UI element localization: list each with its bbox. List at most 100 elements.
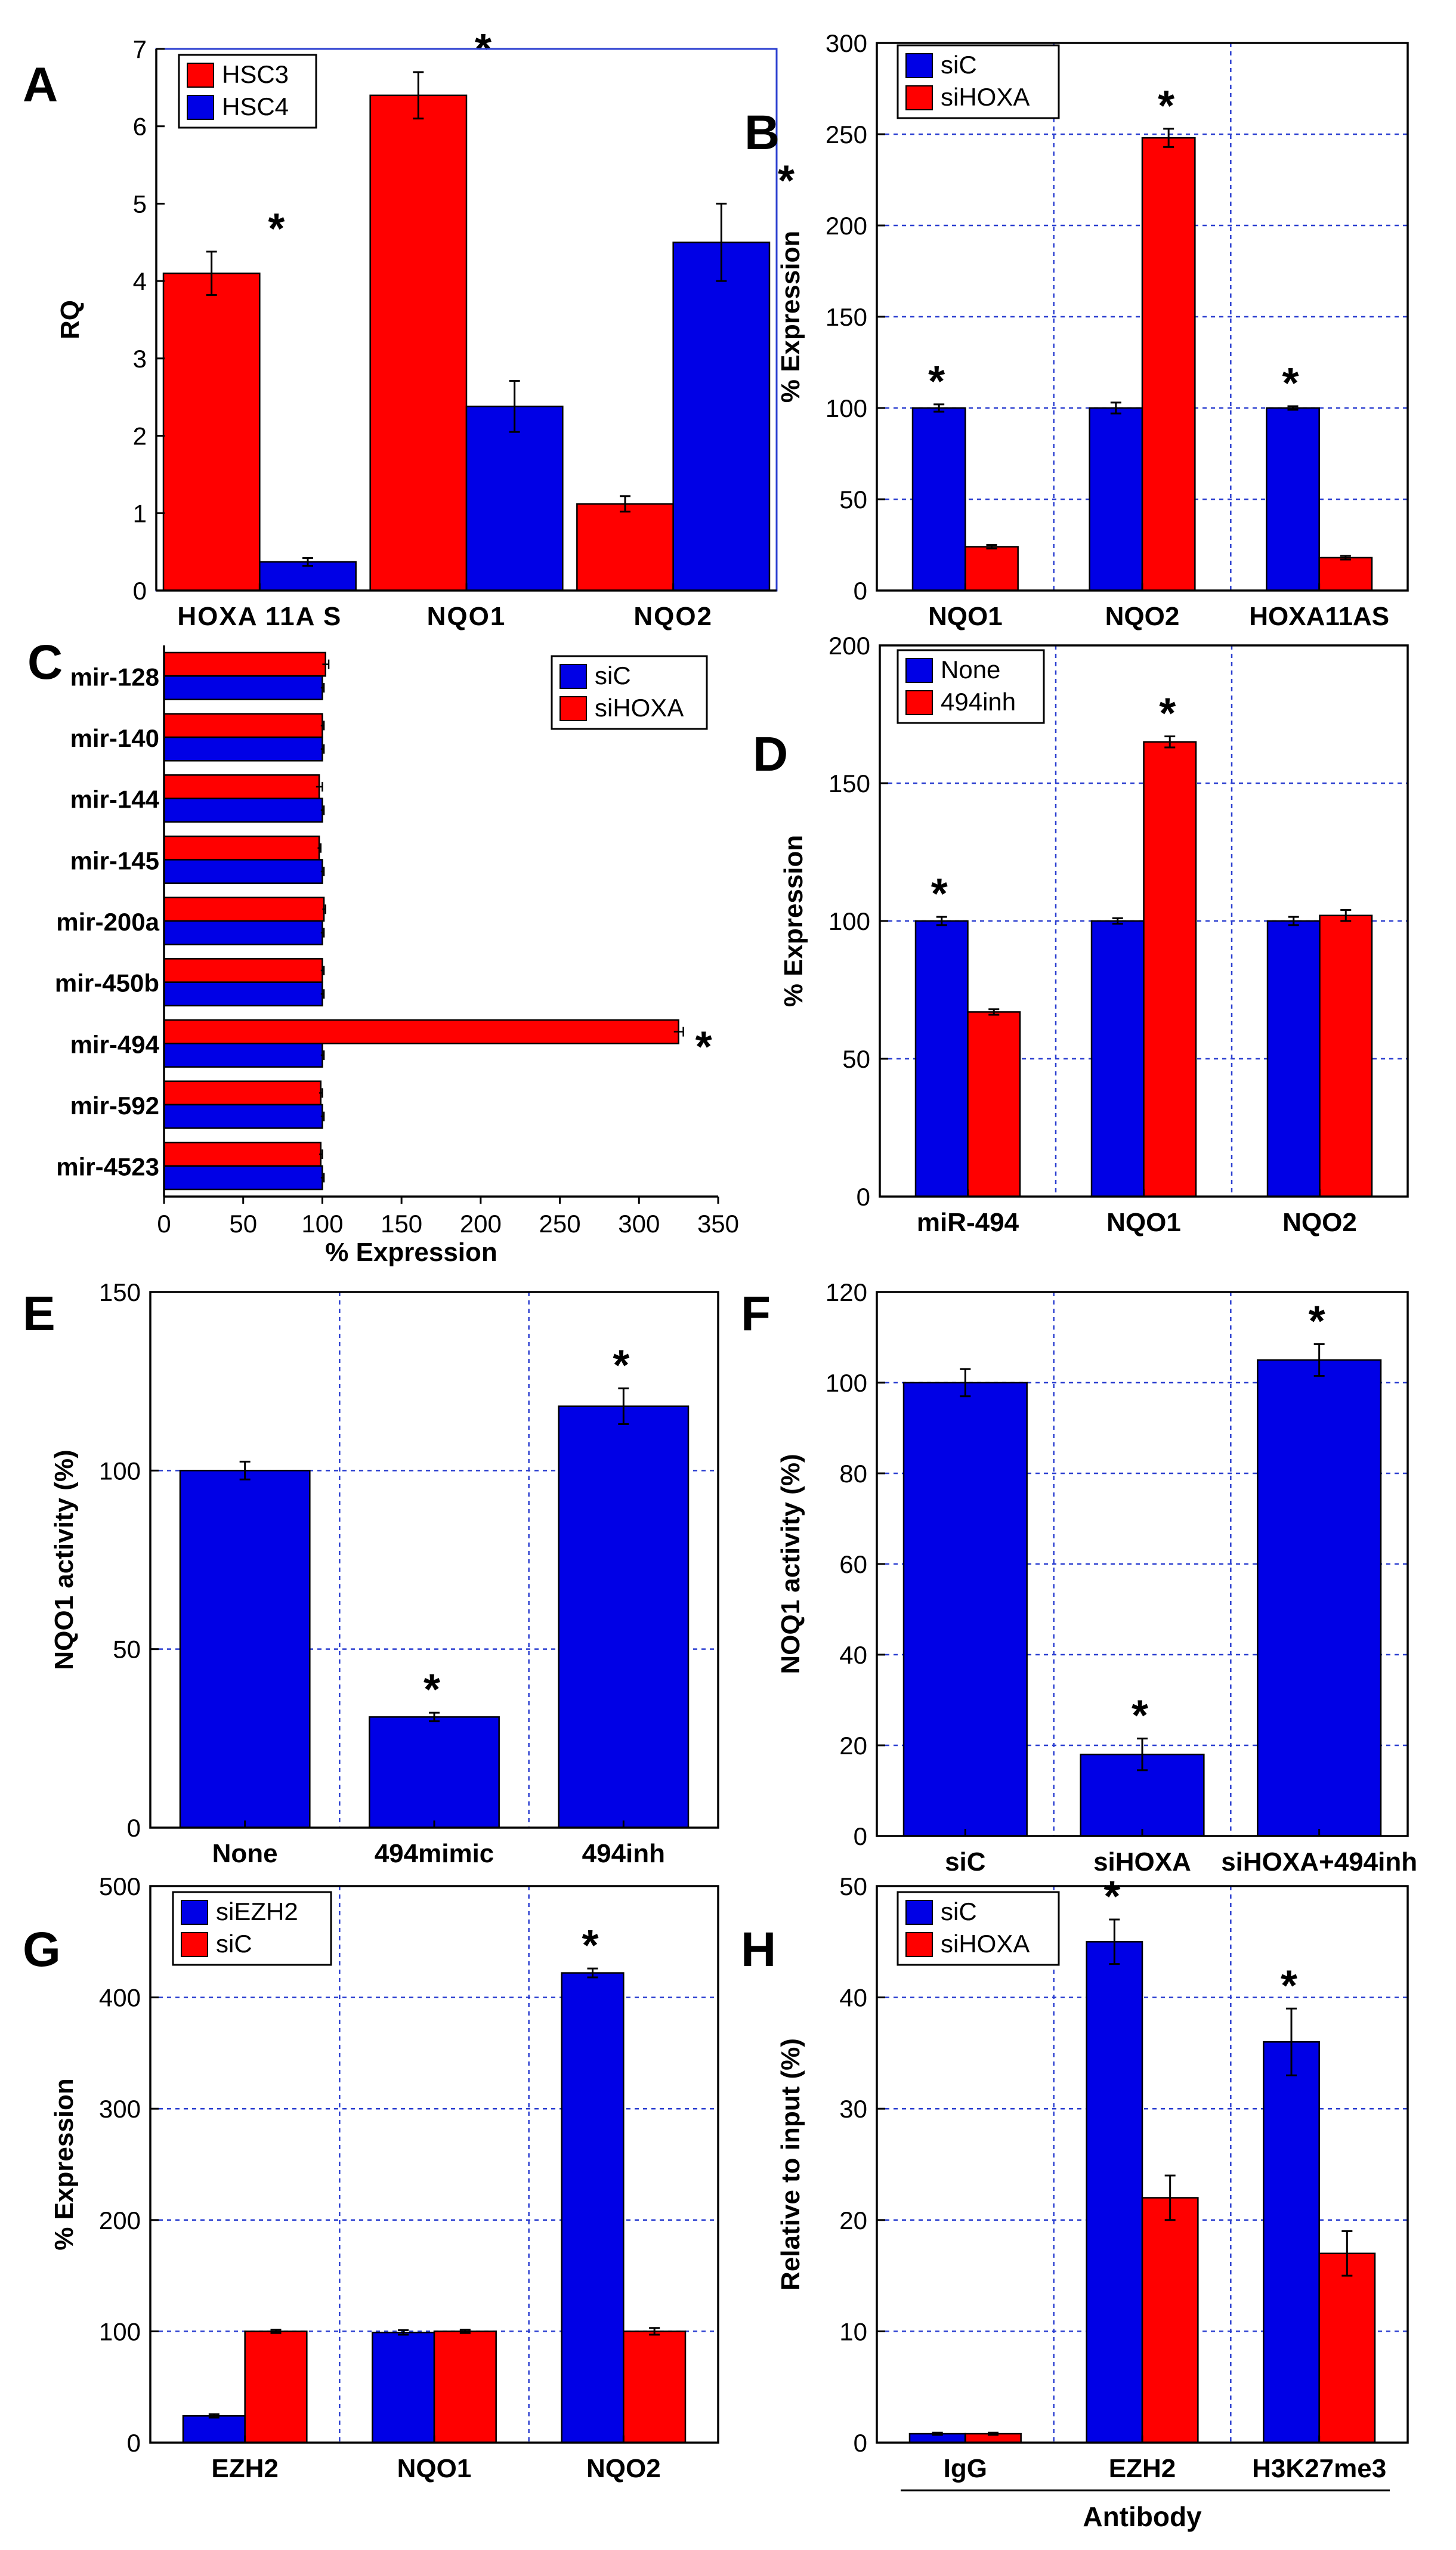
x-tick-label-C: 200 (460, 1210, 502, 1238)
legend-swatch-siEZH2 (181, 1900, 208, 1925)
y-tick-label-A: 0 (133, 577, 147, 605)
y-tick-label-A: 7 (133, 35, 147, 63)
y-tick-label-E: 150 (99, 1278, 141, 1306)
y-tick-label-B: 300 (826, 29, 867, 57)
chart-panel-E: * * 0 50 100 150 None 494mimic 494inh NQO1 activi… (23, 1278, 719, 1868)
y-category-label-C: mir-592 (70, 1092, 159, 1120)
bar-E-NQO1 activity-None (179, 1470, 311, 1829)
y-tick-label-F: 100 (826, 1369, 867, 1397)
x-category-label-A: HOXA 11A S (177, 602, 342, 631)
significance-asterisk-D: * (931, 870, 948, 918)
legend-label-siC: siC (595, 662, 631, 690)
y-category-label-C: mir-140 (70, 724, 159, 752)
y-tick-label-G: 300 (99, 2095, 141, 2123)
y-tick-label-G: 400 (99, 1984, 141, 2012)
significance-asterisk-G: * (582, 1922, 598, 1970)
bar-C-siC-mir-145 (163, 859, 323, 884)
y-category-label-C: mir-200a (56, 908, 159, 936)
panel-letter-B: B (744, 106, 780, 160)
bar-C-siHOXA-mir-4523 (163, 1142, 322, 1167)
y-tick-label-B: 50 (839, 486, 867, 514)
y-tick-label-H: 50 (839, 1872, 867, 1900)
legend-swatch-siHOXA (905, 85, 933, 110)
y-tick-label-A: 1 (133, 499, 147, 527)
y-tick-label-D: 50 (842, 1045, 870, 1073)
x-tick-label-C: 0 (157, 1210, 171, 1238)
bar-D-None-miR-494 (914, 920, 969, 1198)
y-tick-label-H: 10 (839, 2317, 867, 2345)
bar-A-HSC4-HOXA 11A S (259, 561, 357, 592)
legend-label-None: None (941, 656, 1000, 684)
y-axis-title-B: % Expression (776, 231, 805, 403)
significance-asterisk-B: * (1282, 360, 1299, 407)
bar-H-siC-EZH2 (1086, 1941, 1143, 2444)
y-category-label-C: mir-128 (70, 663, 159, 691)
y-axis-title-E: NQO1 activity (%) (50, 1449, 79, 1670)
bar-H-siHOXA-H3K27me3 (1318, 2252, 1376, 2444)
bar-D-None-NQO2 (1266, 920, 1321, 1198)
legend-swatch-siHOXA (559, 696, 587, 721)
y-tick-label-B: 250 (826, 120, 867, 149)
bar-C-siHOXA-mir-494 (163, 1019, 679, 1044)
x-category-label-D: NQO1 (1106, 1208, 1181, 1237)
y-category-label-C: mir-145 (70, 846, 159, 874)
x-category-label-B: NQO2 (1105, 602, 1180, 631)
bar-A-HSC3-NQO2 (576, 503, 674, 592)
bar-C-siC-mir-592 (163, 1104, 323, 1129)
legend-label-494inh: 494inh (941, 688, 1016, 716)
bar-C-siHOXA-mir-145 (163, 835, 320, 861)
y-tick-label-B: 150 (826, 303, 867, 331)
y-tick-label-E: 100 (99, 1457, 141, 1485)
x-category-label-E: None (212, 1839, 278, 1868)
y-tick-label-H: 0 (854, 2429, 867, 2457)
legend-swatch-siC (905, 53, 933, 78)
chart-panel-G: * 0 100 200 300 400 500 EZH2 NQO1 NQO2 % Expressio… (23, 1872, 719, 2483)
x-category-label-G: NQO2 (586, 2454, 661, 2483)
y-axis-title-A: RQ (55, 300, 85, 339)
x-category-label-G: EZH2 (211, 2454, 278, 2483)
bar-G-siC-EZH2 (244, 2330, 308, 2444)
bar-G-siEZH2-NQO1 (372, 2332, 435, 2444)
bar-B-siHOXA-NQO2 (1141, 137, 1196, 592)
x-category-label-D: NQO2 (1282, 1208, 1357, 1237)
legend-swatch-siC (559, 664, 587, 689)
y-category-label-C: mir-494 (70, 1030, 160, 1058)
y-tick-label-G: 0 (127, 2429, 141, 2457)
y-tick-label-D: 0 (857, 1183, 870, 1211)
y-tick-label-D: 200 (829, 632, 870, 660)
legend-swatch-siC (905, 1900, 933, 1925)
bar-A-HSC3-HOXA 11A S (162, 272, 261, 592)
y-tick-label-H: 40 (839, 1984, 867, 2012)
bar-C-siC-mir-4523 (163, 1165, 323, 1191)
significance-asterisk-A: * (268, 205, 285, 253)
y-tick-label-F: 80 (839, 1460, 867, 1488)
significance-asterisk-E: * (423, 1666, 440, 1714)
y-tick-label-A: 3 (133, 345, 147, 373)
y-tick-label-G: 200 (99, 2206, 141, 2234)
x-category-label-F: siHOXA (1093, 1847, 1191, 1877)
significance-asterisk-F: * (1132, 1692, 1148, 1740)
x-axis-title-H: Antibody (1083, 2501, 1202, 2532)
panel-letter-A: A (23, 58, 58, 112)
y-category-label-C: mir-450b (55, 969, 159, 997)
bar-G-siEZH2-EZH2 (182, 2415, 246, 2444)
x-category-label-E: 494mimic (375, 1839, 494, 1868)
bar-D-494inh-NQO1 (1143, 741, 1197, 1198)
legend-label-siHOXA: siHOXA (941, 1930, 1030, 1958)
legend-swatch-494inh (905, 690, 933, 715)
x-tick-label-C: 350 (697, 1210, 739, 1238)
y-tick-label-D: 150 (829, 769, 870, 798)
bar-C-siHOXA-mir-140 (163, 713, 323, 738)
y-tick-label-B: 0 (854, 577, 867, 605)
y-tick-label-A: 2 (133, 422, 147, 450)
bar-C-siC-mir-144 (163, 798, 323, 823)
significance-asterisk-E: * (613, 1342, 629, 1390)
panel-letter-F: F (741, 1287, 771, 1341)
panel-letter-D: D (753, 727, 788, 781)
chart-panel-F: * * 0 20 40 60 80 100 120 siC siHOXA siHOXA+494inh N… (741, 1278, 1417, 1877)
y-axis-title-F: NOQ1 activity (%) (776, 1454, 805, 1674)
significance-asterisk-F: * (1309, 1297, 1325, 1345)
x-category-label-D: miR-494 (917, 1208, 1019, 1237)
